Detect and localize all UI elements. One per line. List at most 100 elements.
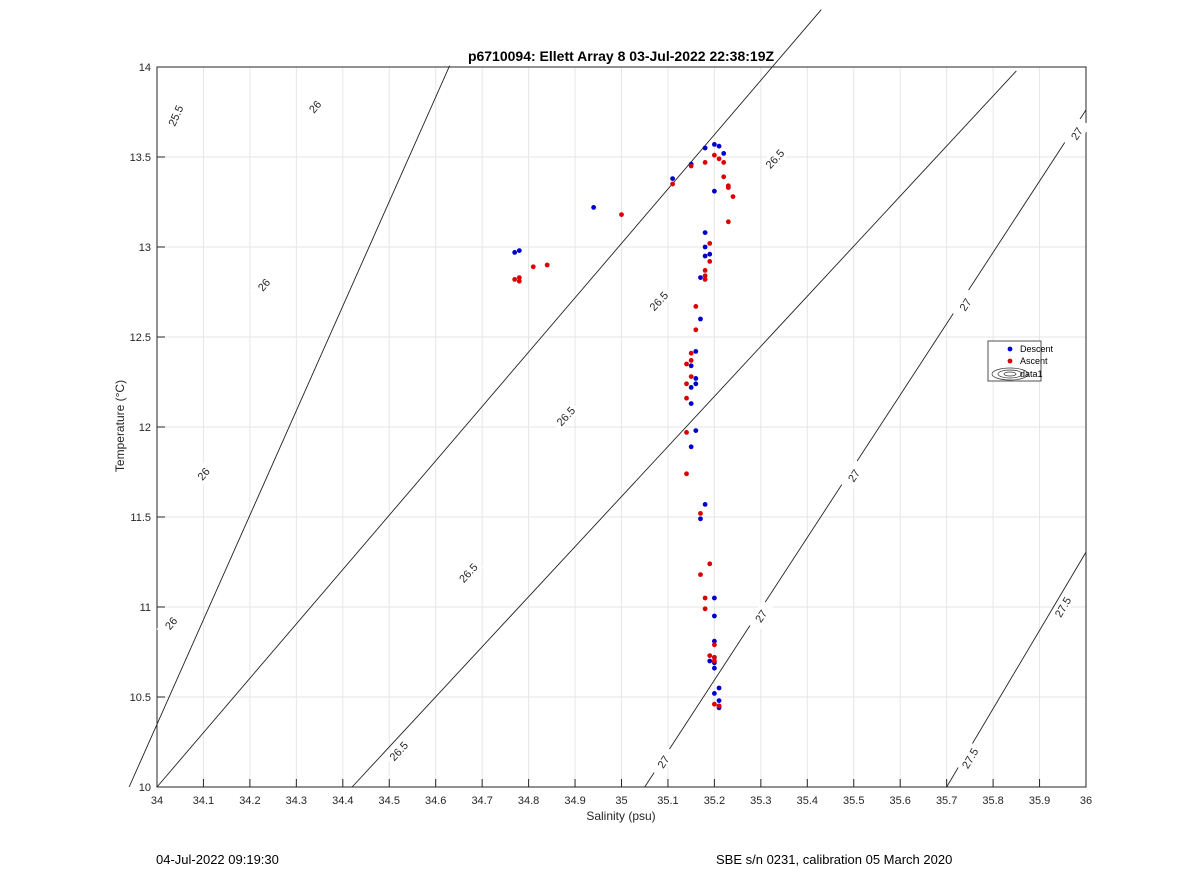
contour-line xyxy=(128,65,451,788)
data-point-ascent xyxy=(693,327,699,333)
y-tick-label: 13 xyxy=(139,242,151,254)
data-point-ascent xyxy=(688,374,694,379)
data-point-ascent xyxy=(702,606,708,612)
data-point-ascent xyxy=(716,156,722,162)
contour-label: 27 xyxy=(753,608,770,625)
data-point-descent xyxy=(693,349,699,354)
data-point-ascent xyxy=(702,273,708,279)
data-point-descent xyxy=(707,658,713,664)
contour-label-bg xyxy=(156,608,186,639)
data-point-ascent xyxy=(684,361,689,367)
legend-marker xyxy=(1007,358,1013,364)
x-tick-label: 35.5 xyxy=(843,795,864,807)
x-tick-label: 34.6 xyxy=(425,795,446,807)
data-point-ascent xyxy=(730,194,736,200)
data-point-descent xyxy=(712,142,717,147)
x-tick-label: 34.8 xyxy=(518,795,539,807)
contour-label: 27 xyxy=(656,754,673,771)
data-point-ascent xyxy=(712,642,717,648)
contour-label-bg xyxy=(300,91,330,122)
x-tick-label: 34 xyxy=(151,795,163,807)
chart-title: p6710094: Ellett Array 8 03-Jul-2022 22:… xyxy=(468,48,775,64)
x-tick-label: 36 xyxy=(1080,795,1092,807)
data-point-ascent xyxy=(707,241,713,246)
data-point-ascent xyxy=(702,595,708,601)
data-point-ascent xyxy=(725,219,731,225)
data-point-ascent xyxy=(512,277,518,282)
grid-lines xyxy=(156,66,1087,788)
data-point-ascent xyxy=(707,259,713,264)
contour-label-bg xyxy=(383,735,414,767)
x-tick-label: 34.1 xyxy=(193,795,214,807)
data-point-descent xyxy=(702,230,708,236)
y-tick-label: 10.5 xyxy=(130,692,151,704)
x-tick-label: 35.3 xyxy=(750,795,771,807)
x-tick-label: 34.9 xyxy=(564,795,585,807)
data-point-ascent xyxy=(684,395,689,401)
x-tick-label: 35.7 xyxy=(936,795,957,807)
data-point-ascent xyxy=(688,358,694,363)
data-point-descent xyxy=(688,363,694,369)
contour-label-bg xyxy=(1049,591,1076,623)
contour-label-bg xyxy=(453,557,483,588)
contour-label-bg xyxy=(249,269,279,300)
x-tick-label: 35.8 xyxy=(982,795,1003,807)
legend-marker xyxy=(1007,346,1013,352)
data-point-ascent xyxy=(712,658,717,664)
y-tick-label: 12 xyxy=(139,422,151,434)
data-point-descent xyxy=(512,250,518,255)
data-point-ascent xyxy=(516,278,522,284)
data-point-ascent xyxy=(688,163,694,169)
data-point-descent xyxy=(702,244,708,250)
data-point-descent xyxy=(698,275,703,280)
y-tick-label: 13.5 xyxy=(130,152,151,164)
data-point-ascent xyxy=(619,212,624,218)
data-point-descent xyxy=(693,381,699,387)
contour-label: 25.5 xyxy=(167,104,187,128)
y-tick-label: 11.5 xyxy=(130,512,151,524)
data-point-ascent xyxy=(670,181,675,187)
legend-label: Descent xyxy=(1020,344,1054,354)
x-tick-label: 35.9 xyxy=(1029,795,1050,807)
y-axis: 10 10.5 11 11.5 12 12.5 13 13.5 14 xyxy=(130,62,165,794)
data-point-descent xyxy=(688,444,694,450)
contour-label-bg xyxy=(189,458,218,489)
data-point-descent xyxy=(712,691,717,696)
data-point-descent xyxy=(693,428,699,433)
data-point-ascent xyxy=(684,430,689,435)
x-axis: 34 34.1 34.2 34.3 34.4 34.5 34.6 34.7 34.8 34.9 35… xyxy=(151,779,1092,807)
data-point-descent xyxy=(721,151,727,156)
contour-label-bg xyxy=(1063,118,1091,150)
x-tick-label: 34.2 xyxy=(239,795,260,807)
data-point-ascent xyxy=(721,160,727,165)
data-point-ascent xyxy=(698,511,703,516)
data-point-descent xyxy=(693,376,699,381)
y-tick-label: 10 xyxy=(139,782,151,794)
data-point-descent xyxy=(716,698,722,703)
data-point-ascent xyxy=(544,262,550,268)
data-point-descent xyxy=(712,613,717,619)
legend: Descent Ascent data1 xyxy=(987,340,1054,382)
data-point-ascent xyxy=(712,701,717,707)
contour-label-bg xyxy=(551,401,581,432)
data-point-descent xyxy=(712,595,717,601)
data-point-ascent xyxy=(702,160,708,165)
data-point-descent xyxy=(591,205,597,210)
y-axis-label: Temperature (°C) xyxy=(113,380,127,472)
data-point-descent xyxy=(698,516,703,522)
y-tick-label: 14 xyxy=(139,62,151,74)
legend-contour-icon xyxy=(991,367,1029,381)
data-point-descent xyxy=(516,248,522,254)
data-point-descent xyxy=(702,145,708,151)
data-point-ascent xyxy=(698,572,703,577)
data-point-ascent xyxy=(530,264,536,270)
data-point-descent xyxy=(670,176,675,182)
data-point-descent xyxy=(712,665,717,671)
data-point-descent xyxy=(707,251,713,257)
x-tick-label: 34.4 xyxy=(332,795,353,807)
contour-label: 27 xyxy=(1069,126,1086,143)
contour-label-bg xyxy=(956,742,984,774)
contour-label-bg xyxy=(840,460,868,492)
data-point-ascent xyxy=(702,277,708,282)
data-point-ascent xyxy=(684,381,689,387)
